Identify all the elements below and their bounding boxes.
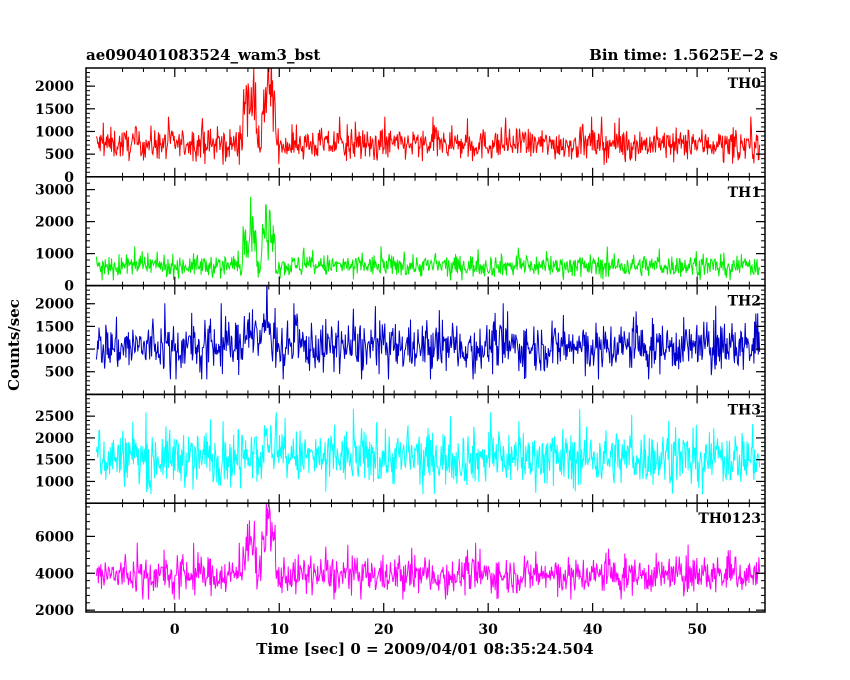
- series-line-th2: [95, 285, 761, 380]
- y-tick-label: 1000: [35, 247, 74, 263]
- x-tick-label: 30: [478, 622, 498, 638]
- panel-th0: 0 500 1000 1500 2000 TH0: [35, 67, 766, 186]
- y-tick-label: 2000: [35, 297, 74, 313]
- series-line-th0: [95, 68, 761, 165]
- y-tick-label: 500: [45, 365, 74, 381]
- y-tick-label: 1000: [35, 474, 74, 490]
- panel-frame: [85, 67, 766, 178]
- y-tick-label: 3000: [35, 183, 74, 199]
- y-tick-label: 2500: [35, 409, 74, 425]
- y-tick-label: 1500: [35, 102, 74, 118]
- y-tick-label: 6000: [35, 529, 74, 545]
- x-tick-label: 10: [270, 622, 290, 638]
- x-axis: 0 10 20 30 40 50: [170, 622, 707, 638]
- chart-title-right: Bin time: 1.5625E−2 s: [589, 46, 778, 64]
- panel-label-th0: TH0: [728, 76, 762, 92]
- y-tick-label: 2000: [35, 79, 74, 95]
- panel-label-th3: TH3: [728, 402, 761, 418]
- panel-frame: [85, 502, 766, 613]
- panel-th2: 500 1000 1500 2000 TH2: [35, 284, 766, 396]
- y-tick-label: 1500: [35, 453, 74, 469]
- y-tick-label: 0: [64, 279, 74, 295]
- x-axis-label: Time [sec] 0 = 2009/04/01 08:35:24.504: [256, 640, 593, 658]
- y-tick-label: 2000: [35, 215, 74, 231]
- panel-label-th2: TH2: [728, 294, 761, 310]
- y-tick-label: 1000: [35, 342, 74, 358]
- x-tick-label: 50: [687, 622, 707, 638]
- y-tick-label: 2000: [35, 431, 74, 447]
- panel-th0123: 2000 4000 6000 TH0123: [35, 502, 766, 619]
- series-line-th0123: [95, 503, 761, 600]
- y-tick-label: 500: [45, 147, 74, 163]
- series-line-th3: [95, 408, 761, 495]
- panel-label-th0123: TH0123: [698, 511, 761, 527]
- series-line-th1: [95, 196, 761, 281]
- x-tick-label: 20: [374, 622, 394, 638]
- y-tick-label: 1500: [35, 319, 74, 335]
- panel-th1: 0 1000 2000 3000 TH1: [35, 176, 766, 295]
- x-tick-label: 0: [170, 622, 180, 638]
- y-tick-label: 4000: [35, 566, 74, 582]
- x-tick-label: 40: [583, 622, 603, 638]
- y-tick-label: 1000: [35, 124, 74, 140]
- y-axis-label: Counts/sec: [5, 299, 23, 391]
- y-tick-label: 0: [64, 170, 74, 186]
- y-tick-label: 2000: [35, 603, 74, 619]
- panels-group: 0 500 1000 1500 2000 TH0 0 1000 2000 3000 TH1 500 10…: [35, 67, 766, 619]
- chart-title-left: ae090401083524_wam3_bst: [86, 46, 320, 64]
- panel-th3: 1000 1500 2000 2500 TH3: [35, 393, 766, 504]
- panel-label-th1: TH1: [728, 185, 761, 201]
